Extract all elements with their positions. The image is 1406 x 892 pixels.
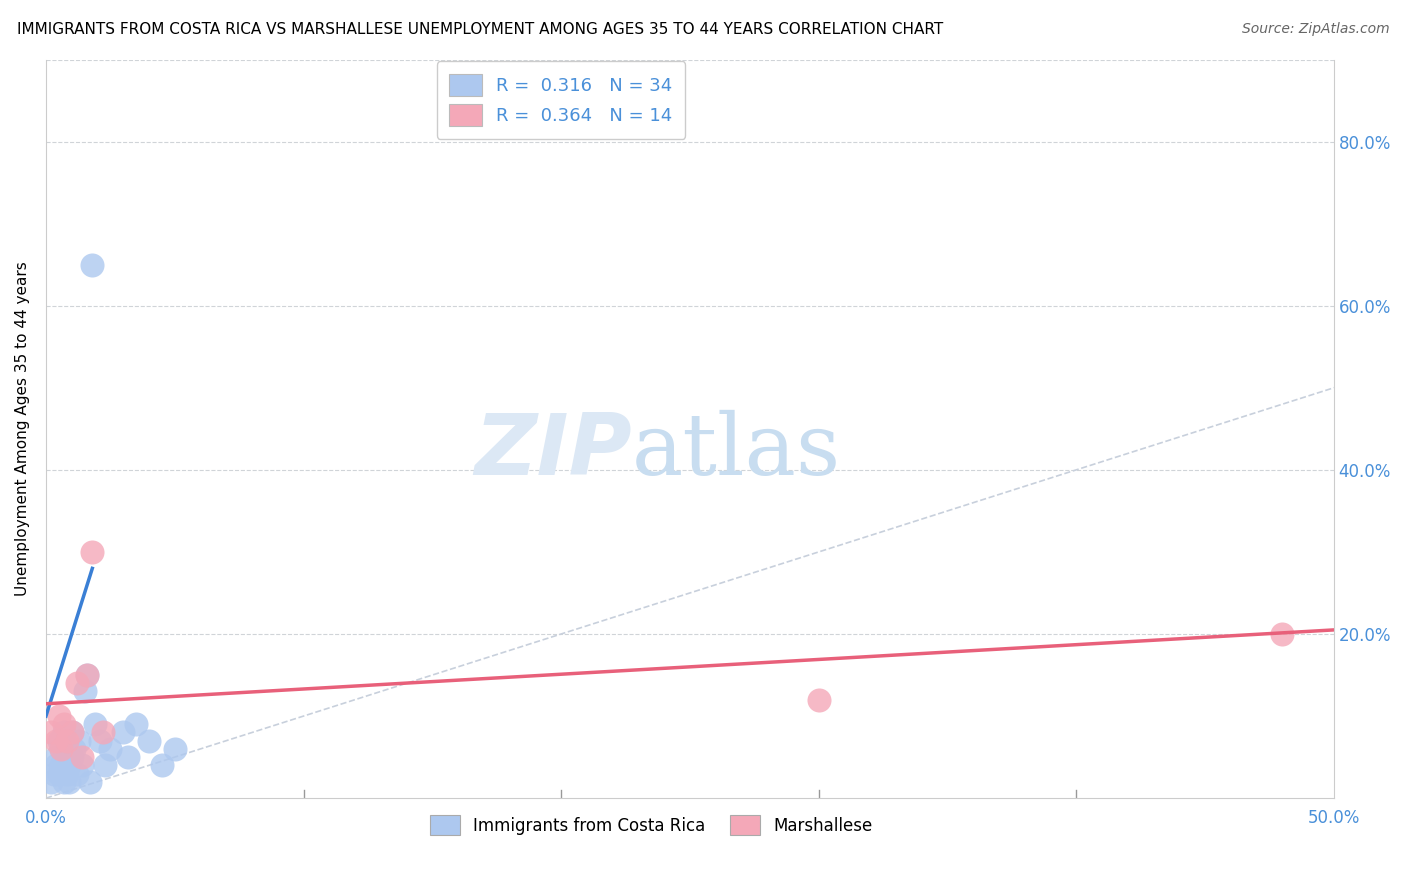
Point	[53, 717, 76, 731]
Point	[45, 758, 67, 772]
Text: atlas: atlas	[631, 409, 841, 492]
Point	[1271, 627, 1294, 641]
Point	[48, 709, 70, 723]
Point	[60, 725, 83, 739]
Point	[112, 725, 135, 739]
Point	[51, 742, 73, 756]
Point	[76, 668, 98, 682]
Point	[807, 692, 830, 706]
Point	[91, 725, 114, 739]
Point	[69, 733, 91, 747]
Point	[39, 774, 62, 789]
Text: Source: ZipAtlas.com: Source: ZipAtlas.com	[1241, 22, 1389, 37]
Point	[48, 766, 70, 780]
Point	[51, 742, 73, 756]
Text: IMMIGRANTS FROM COSTA RICA VS MARSHALLESE UNEMPLOYMENT AMONG AGES 35 TO 44 YEARS: IMMIGRANTS FROM COSTA RICA VS MARSHALLES…	[17, 22, 943, 37]
Point	[117, 750, 139, 764]
Point	[51, 758, 73, 772]
Point	[55, 733, 77, 747]
Point	[66, 766, 89, 780]
Legend: Immigrants from Costa Rica, Marshallese: Immigrants from Costa Rica, Marshallese	[419, 805, 883, 846]
Point	[94, 758, 117, 772]
Point	[70, 750, 93, 764]
Y-axis label: Unemployment Among Ages 35 to 44 years: Unemployment Among Ages 35 to 44 years	[15, 261, 30, 596]
Point	[45, 750, 67, 764]
Point	[163, 742, 186, 756]
Point	[89, 733, 111, 747]
Point	[150, 758, 173, 772]
Point	[53, 725, 76, 739]
Point	[70, 758, 93, 772]
Point	[63, 742, 86, 756]
Point	[125, 717, 148, 731]
Point	[82, 258, 104, 272]
Point	[42, 766, 65, 780]
Point	[45, 733, 67, 747]
Point	[55, 742, 77, 756]
Point	[60, 725, 83, 739]
Point	[82, 545, 104, 559]
Point	[138, 733, 160, 747]
Point	[79, 774, 101, 789]
Text: ZIP: ZIP	[474, 409, 631, 492]
Point	[76, 668, 98, 682]
Point	[58, 758, 80, 772]
Point	[98, 742, 121, 756]
Point	[60, 750, 83, 764]
Point	[55, 766, 77, 780]
Point	[39, 725, 62, 739]
Point	[58, 774, 80, 789]
Point	[66, 676, 89, 690]
Point	[73, 684, 96, 698]
Point	[83, 717, 105, 731]
Point	[53, 774, 76, 789]
Point	[48, 733, 70, 747]
